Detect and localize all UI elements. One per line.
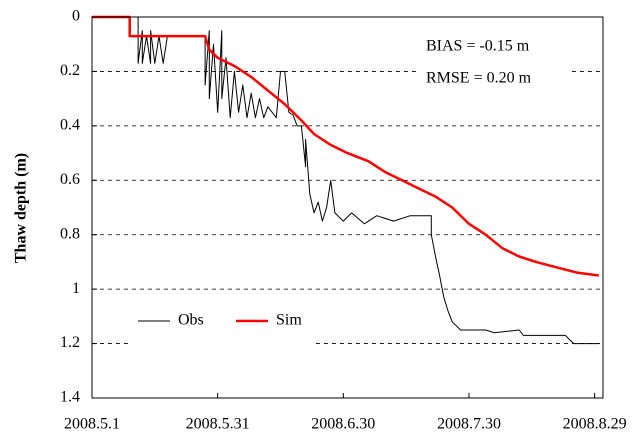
y-tick-label: 0.2 xyxy=(60,62,80,79)
x-tick-label: 2008.8.29 xyxy=(563,416,627,433)
annotation-bg xyxy=(420,68,570,90)
y-tick-label: 1.2 xyxy=(60,334,80,351)
y-axis-label: Thaw depth (m) xyxy=(13,153,30,263)
annotation-bg xyxy=(420,36,570,58)
y-tick-label: 0 xyxy=(72,8,80,25)
y-tick-label: 0.6 xyxy=(60,171,80,188)
x-tick-label: 2008.5.1 xyxy=(64,416,120,433)
data-line xyxy=(92,16,599,345)
legend-label: Obs xyxy=(178,312,204,329)
y-tick-label: 1 xyxy=(72,280,80,297)
y-tick-label: 0.8 xyxy=(60,225,80,242)
legend-label: Sim xyxy=(276,312,302,329)
annotation: BIAS = -0.15 m xyxy=(426,38,530,55)
plot-frame xyxy=(91,16,604,399)
x-tick-label: 2008.5.31 xyxy=(186,416,250,433)
y-tick-label: 1.4 xyxy=(60,389,80,406)
x-tick-label: 2008.7.30 xyxy=(437,416,501,433)
y-tick-label: 0.4 xyxy=(60,117,80,134)
legend-bg xyxy=(128,306,314,386)
data-line xyxy=(92,15,599,277)
x-tick-label: 2008.6.30 xyxy=(311,416,375,433)
annotation: RMSE = 0.20 m xyxy=(426,70,532,87)
